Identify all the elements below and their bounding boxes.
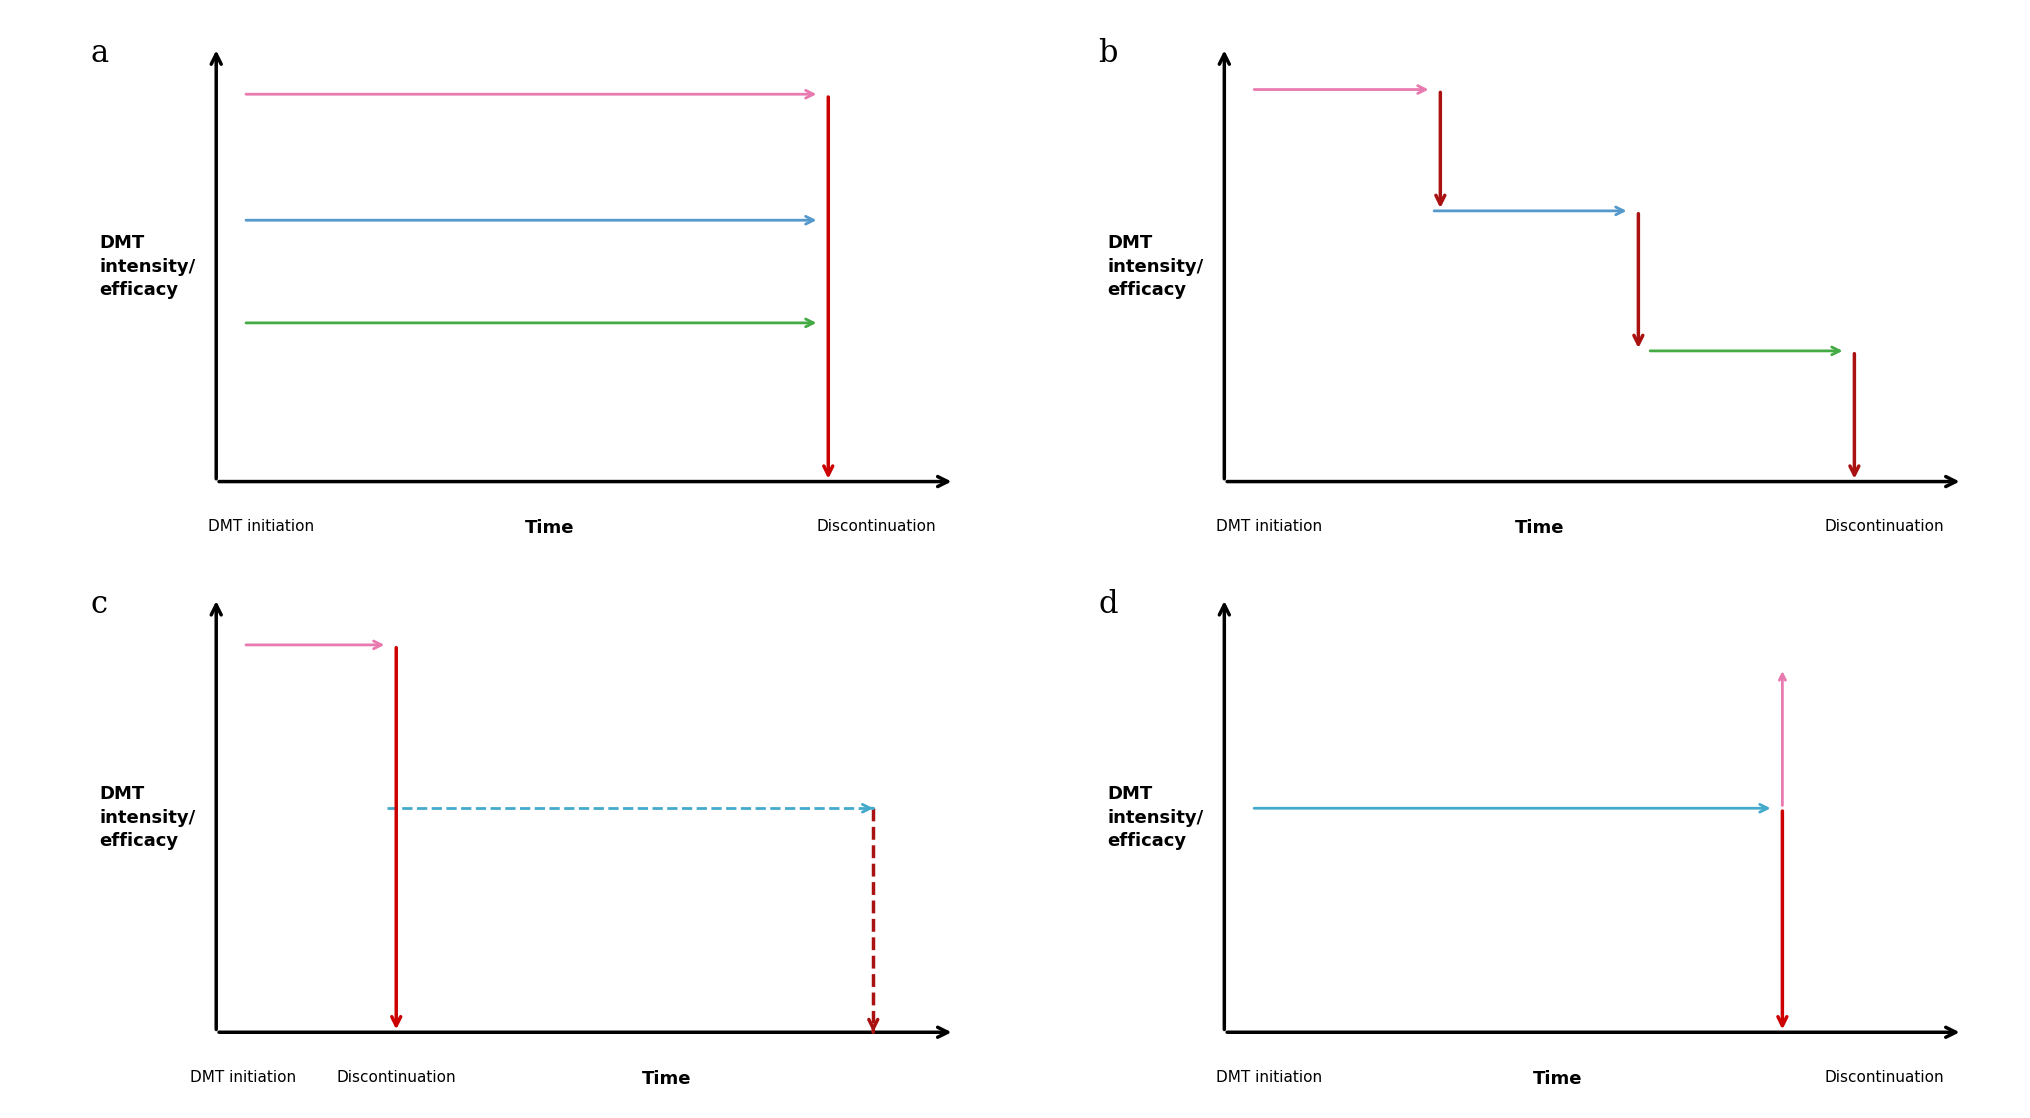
Text: Time: Time [1533,1070,1581,1088]
Text: Discontinuation: Discontinuation [816,519,936,534]
Text: b: b [1098,38,1119,69]
Text: Time: Time [641,1070,690,1088]
Text: a: a [89,38,108,69]
Text: DMT initiation: DMT initiation [191,1070,296,1084]
Text: DMT initiation: DMT initiation [209,519,315,534]
Text: Discontinuation: Discontinuation [337,1070,457,1084]
Text: c: c [89,589,108,619]
Text: DMT
intensity/
efficacy: DMT intensity/ efficacy [1106,785,1204,850]
Text: DMT
intensity/
efficacy: DMT intensity/ efficacy [99,785,195,850]
Text: Discontinuation: Discontinuation [1825,519,1945,534]
Text: Discontinuation: Discontinuation [1825,1070,1945,1084]
Text: Time: Time [524,519,574,537]
Text: DMT
intensity/
efficacy: DMT intensity/ efficacy [99,235,195,300]
Text: DMT initiation: DMT initiation [1216,519,1322,534]
Text: Time: Time [1514,519,1563,537]
Text: DMT initiation: DMT initiation [1216,1070,1322,1084]
Text: d: d [1098,589,1119,619]
Text: DMT
intensity/
efficacy: DMT intensity/ efficacy [1106,235,1204,300]
